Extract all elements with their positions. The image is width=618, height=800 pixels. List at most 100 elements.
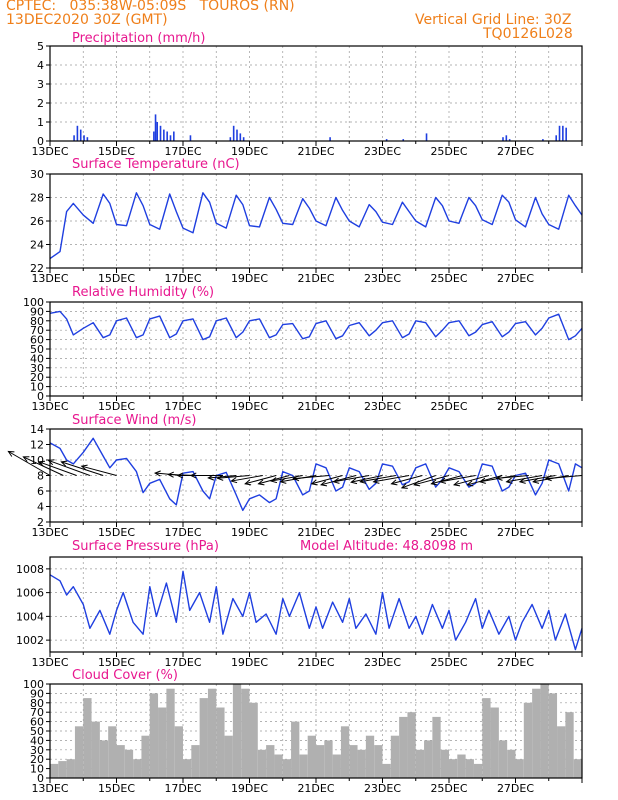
y-tick-label: 24 [30, 239, 44, 252]
x-tick-label: 17DEC [164, 656, 201, 669]
cloud-bar [91, 721, 100, 778]
wind-arrow-head [279, 477, 287, 484]
cloud-bar [124, 749, 134, 778]
wind-arrow-head [400, 483, 408, 489]
x-tick-label: 15DEC [98, 656, 135, 669]
cloud-bar [224, 735, 233, 778]
wind-arrow-head [495, 474, 503, 481]
cloud-bar [324, 740, 333, 778]
panel-title: Relative Humidity (%) [72, 285, 214, 300]
wind-arrow-shaft [546, 475, 583, 480]
series-line [49, 192, 583, 260]
y-tick-label: 10 [30, 454, 44, 467]
cloud-bar [141, 735, 150, 778]
header-station: CPTEC: 035:38W-05:09S TOUROS (RN) [6, 0, 295, 14]
wind-arrow-head [438, 477, 447, 484]
wind-arrow-head [207, 474, 215, 481]
cloud-bar [415, 749, 425, 778]
panel-annotation: Model Altitude: 48.8098 m [300, 539, 473, 554]
wind-arrow-head [153, 470, 161, 477]
y-tick-label: 20 [30, 753, 44, 766]
wind-arrow-head [430, 479, 438, 486]
y-tick-label: 0 [37, 135, 44, 148]
y-tick-label: 12 [30, 439, 44, 452]
cloud-bar [357, 749, 366, 778]
x-tick-label: 19DEC [231, 782, 268, 795]
y-tick-label: 4 [37, 501, 44, 514]
cloud-bar [149, 693, 159, 778]
wind-arrow-head [80, 464, 88, 471]
cloud-bar [166, 688, 175, 778]
wind-arrow-head [350, 478, 358, 485]
y-tick-label: 80 [30, 697, 44, 710]
cloud-bar [316, 745, 325, 778]
x-tick-label: 19DEC [231, 656, 268, 669]
precip-bar [239, 133, 242, 141]
cloud-bar [257, 749, 267, 778]
y-tick-label: 1002 [16, 634, 44, 647]
x-tick-label: 27DEC [497, 656, 534, 669]
precip-bar [236, 129, 238, 141]
wind-arrow-head [452, 480, 461, 487]
wind-arrow-head [176, 472, 184, 479]
y-tick-label: 60 [30, 334, 44, 347]
x-tick-label: 25DEC [430, 656, 467, 669]
precip-bar [76, 125, 79, 141]
cloud-bar [449, 759, 458, 778]
y-tick-label: 2 [37, 516, 44, 529]
wind-arrow-shaft [401, 475, 436, 489]
wind-arrow-head [532, 477, 540, 484]
panel-title: Surface Temperature (nC) [72, 157, 240, 172]
panel-title: Surface Wind (m/s) [72, 413, 196, 428]
wind-arrow-head [310, 479, 318, 486]
x-tick-label: 25DEC [430, 145, 467, 158]
y-tick-label: 100 [23, 296, 44, 309]
cloud-bar [490, 707, 499, 778]
precip-bar [86, 137, 89, 141]
wind-arrow-head [60, 460, 68, 467]
cloud-bar [282, 759, 292, 778]
y-tick-label: 14 [30, 423, 44, 436]
y-tick-label: 22 [30, 262, 44, 275]
cloud-bar [99, 740, 109, 778]
wind-arrow-shaft [467, 475, 503, 486]
x-tick-label: 13DEC [31, 526, 68, 539]
y-tick-label: 10 [30, 763, 44, 776]
precip-bar [505, 135, 508, 141]
x-tick-label: 21DEC [297, 272, 334, 285]
x-tick-label: 15DEC [98, 782, 135, 795]
x-tick-label: 13DEC [31, 272, 68, 285]
x-tick-label: 19DEC [231, 145, 268, 158]
y-tick-label: 1006 [16, 587, 44, 600]
series-line [49, 310, 583, 341]
cloud-bar [241, 688, 250, 778]
wind-arrow-shaft [245, 475, 277, 485]
x-tick-label: 15DEC [98, 272, 135, 285]
cloud-bar [515, 759, 524, 778]
wind-arrow-head [372, 477, 380, 484]
header-grid-line: Vertical Grid Line: 30Z [415, 12, 572, 28]
wind-arrow-head [544, 475, 552, 482]
precip-bar [232, 125, 235, 141]
y-tick-label: 40 [30, 734, 44, 747]
wind-arrow-shaft [81, 465, 117, 476]
cloud-bar [407, 712, 416, 778]
x-tick-label: 13DEC [31, 782, 68, 795]
wind-arrow-shaft [48, 459, 91, 476]
y-tick-label: 30 [30, 362, 44, 375]
cloud-bar [232, 684, 242, 778]
wind-arrow-head [390, 479, 398, 486]
wind-arrow-shaft [414, 475, 450, 486]
wind-arrow-shaft [311, 475, 343, 485]
y-tick-label: 3 [37, 78, 44, 91]
cloud-bar [108, 726, 117, 778]
x-tick-label: 27DEC [497, 782, 534, 795]
x-tick-label: 25DEC [430, 272, 467, 285]
wind-arrow-head [478, 477, 486, 484]
cloud-bar [50, 763, 59, 778]
wind-arrow-shaft [373, 475, 410, 483]
y-tick-label: 90 [30, 305, 44, 318]
x-tick-label: 25DEC [430, 782, 467, 795]
y-tick-label: 40 [30, 352, 44, 365]
precip-bar [166, 131, 168, 141]
